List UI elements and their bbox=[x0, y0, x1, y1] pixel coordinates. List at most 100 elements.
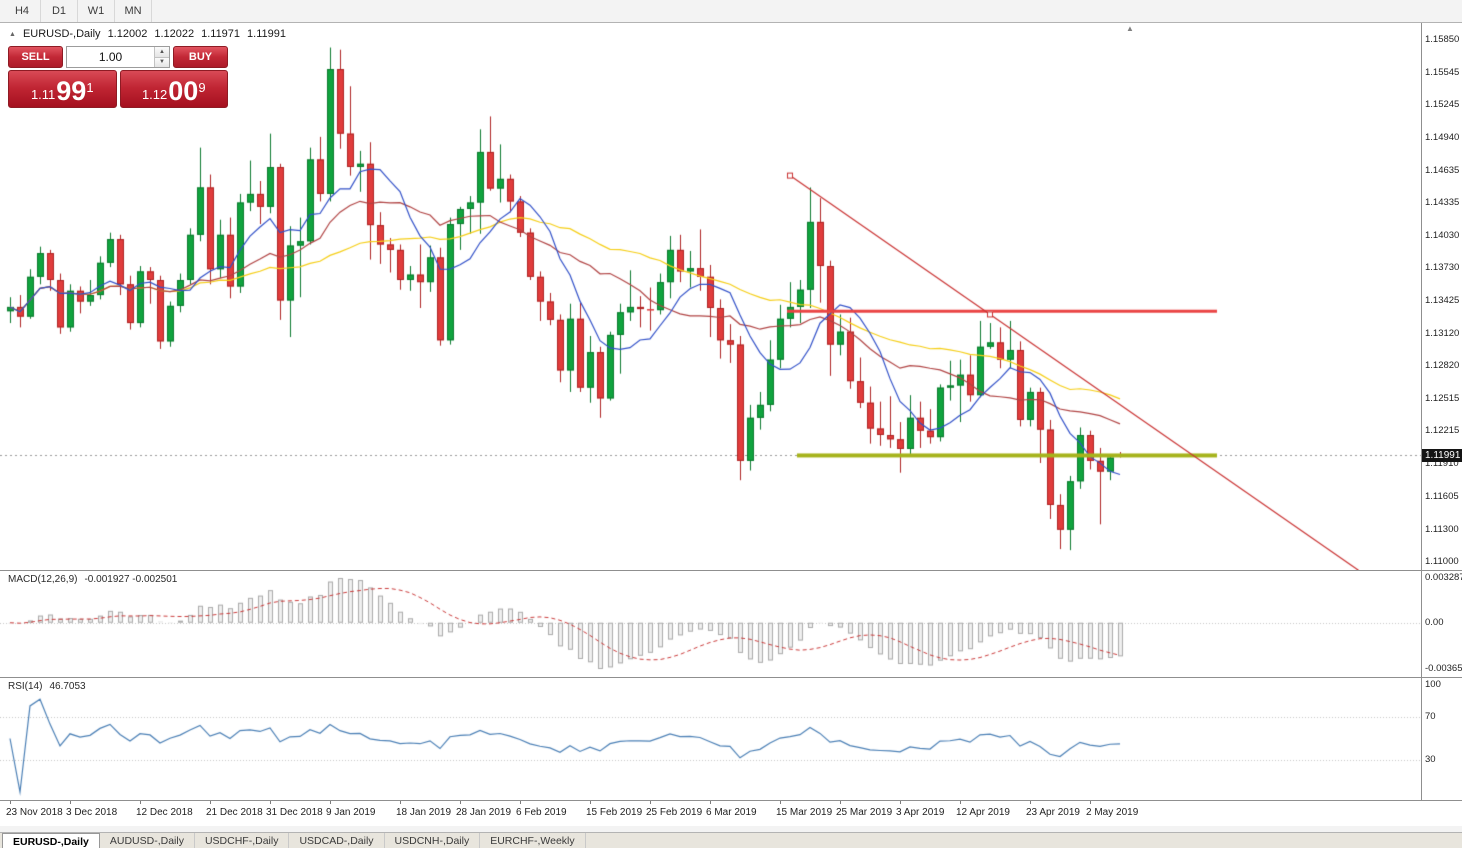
price-scale-label: 1.14335 bbox=[1425, 197, 1460, 209]
current-price-badge: 1.11991 bbox=[1422, 448, 1462, 462]
price-scale-label: 1.11605 bbox=[1425, 490, 1459, 502]
buy-price-box[interactable]: 1.12 00 9 bbox=[119, 70, 228, 108]
macd-name: MACD(12,26,9) bbox=[8, 574, 78, 585]
date-tick-mark bbox=[520, 801, 521, 804]
date-tick-mark bbox=[400, 801, 401, 804]
scroll-to-end-icon: ▲ bbox=[1126, 24, 1134, 33]
macd-scale-min: -0.003659 bbox=[1425, 663, 1462, 674]
ohlc-close-value: 1.11991 bbox=[247, 28, 286, 40]
timeframe-button-h4[interactable]: H4 bbox=[4, 0, 41, 22]
volume-stepper: ▲ ▼ bbox=[154, 47, 169, 67]
timeframe-button-mn[interactable]: MN bbox=[115, 0, 152, 22]
macd-values: -0.001927 -0.002501 bbox=[84, 574, 178, 585]
date-tick-mark bbox=[210, 801, 211, 804]
date-axis[interactable]: 23 Nov 2018 3 Dec 2018 12 Dec 2018 21 Dec 2… bbox=[0, 801, 1462, 826]
date-tick-mark bbox=[330, 801, 331, 804]
date-label: 15 Feb 2019 bbox=[586, 807, 643, 818]
price-scale-label: 1.15545 bbox=[1425, 66, 1460, 78]
date-tick-mark bbox=[900, 801, 901, 804]
symbol-period-label: EURUSD-,Daily bbox=[22, 28, 101, 40]
buy-button[interactable]: BUY bbox=[173, 46, 228, 68]
timeframe-bar: H4 D1 W1 MN bbox=[0, 0, 1462, 23]
chart-macd-divider bbox=[0, 570, 1462, 571]
rsi-scale-70: 70 bbox=[1425, 711, 1436, 723]
macd-rsi-divider bbox=[0, 677, 1462, 678]
timeframe-button-d1[interactable]: D1 bbox=[41, 0, 78, 22]
date-label: 15 Mar 2019 bbox=[776, 807, 833, 818]
volume-down-icon[interactable]: ▼ bbox=[155, 57, 169, 67]
date-tick-mark bbox=[1030, 801, 1031, 804]
chart-tab-usdchf-daily[interactable]: USDCHF-,Daily bbox=[195, 833, 290, 848]
chart-tab-usdcad-daily[interactable]: USDCAD-,Daily bbox=[289, 833, 385, 848]
chart-tab-eurusd-daily[interactable]: EURUSD-,Daily bbox=[2, 833, 100, 848]
ohlc-low-value: 1.11971 bbox=[201, 28, 241, 40]
trade-panel-prices: 1.11 99 1 1.12 00 9 bbox=[8, 70, 228, 108]
horizontal-scroll-strip[interactable] bbox=[0, 826, 1462, 832]
volume-up-icon[interactable]: ▲ bbox=[155, 47, 169, 58]
rsi-dateaxis-divider bbox=[0, 800, 1462, 801]
price-scale-label: 1.13425 bbox=[1425, 295, 1460, 306]
date-label: 31 Dec 2018 bbox=[266, 807, 323, 818]
ohlc-high-value: 1.12022 bbox=[154, 28, 195, 40]
price-scale-label: 1.11910 bbox=[1425, 458, 1459, 470]
date-label: 6 Mar 2019 bbox=[706, 807, 757, 818]
date-tick-mark bbox=[270, 801, 271, 804]
timeframe-button-w1[interactable]: W1 bbox=[78, 0, 115, 22]
date-tick-mark bbox=[590, 801, 591, 804]
macd-indicator-canvas[interactable] bbox=[0, 570, 1421, 677]
chart-tab-audusd-daily[interactable]: AUDUSD-,Daily bbox=[100, 833, 195, 848]
chart-tab-bar: EURUSD-,Daily AUDUSD-,Daily USDCHF-,Daily U… bbox=[0, 832, 1462, 848]
price-scale-label: 1.15245 bbox=[1425, 99, 1460, 111]
date-label: 3 Apr 2019 bbox=[896, 807, 945, 818]
main-chart-canvas[interactable] bbox=[0, 22, 1421, 570]
date-tick-mark bbox=[10, 801, 11, 804]
date-tick-mark bbox=[710, 801, 711, 804]
chart-tab-usdcnh-daily[interactable]: USDCNH-,Daily bbox=[385, 833, 481, 848]
date-tick-mark bbox=[70, 801, 71, 804]
trade-panel-controls: SELL 1.00 ▲ ▼ BUY bbox=[8, 46, 228, 68]
rsi-indicator-canvas[interactable] bbox=[0, 677, 1421, 800]
price-scale[interactable]: 1.11991 0.003287 0.00 -0.003659 100 70 3… bbox=[1421, 22, 1462, 800]
date-tick-mark bbox=[780, 801, 781, 804]
price-scale-label: 1.14940 bbox=[1425, 131, 1460, 143]
date-label: 23 Nov 2018 bbox=[6, 807, 63, 818]
symbol-expand-icon: ▲ bbox=[9, 30, 16, 38]
date-label: 23 Apr 2019 bbox=[1026, 807, 1080, 818]
volume-input[interactable]: 1.00 ▲ ▼ bbox=[66, 46, 170, 68]
date-label: 12 Dec 2018 bbox=[136, 807, 193, 818]
volume-value[interactable]: 1.00 bbox=[98, 50, 123, 64]
date-label: 25 Feb 2019 bbox=[646, 807, 703, 818]
buy-price-head: 1.12 bbox=[141, 87, 168, 102]
macd-label: MACD(12,26,9) -0.001927 -0.002501 bbox=[8, 574, 177, 585]
price-scale-label: 1.15850 bbox=[1425, 34, 1460, 45]
chart-tab-eurchf-weekly[interactable]: EURCHF-,Weekly bbox=[480, 833, 586, 848]
date-label: 6 Feb 2019 bbox=[516, 807, 567, 818]
date-tick-mark bbox=[960, 801, 961, 804]
date-tick-mark bbox=[840, 801, 841, 804]
macd-scale-max: 0.003287 bbox=[1425, 572, 1462, 583]
price-scale-label: 1.11000 bbox=[1425, 556, 1459, 567]
price-scale-label: 1.14635 bbox=[1425, 164, 1460, 176]
price-scale-label: 1.13730 bbox=[1425, 262, 1460, 274]
buy-price-point: 9 bbox=[198, 80, 206, 95]
sell-button[interactable]: SELL bbox=[8, 46, 63, 68]
one-click-trade-panel: SELL 1.00 ▲ ▼ BUY 1.11 99 1 1.12 00 9 bbox=[8, 46, 228, 108]
chart-ohlc-header: ▲ EURUSD-,Daily 1.12002 1.12022 1.11971 … bbox=[9, 28, 286, 40]
date-label: 2 May 2019 bbox=[1086, 807, 1139, 818]
date-label: 18 Jan 2019 bbox=[396, 807, 452, 818]
buy-price-pips: 00 bbox=[168, 76, 199, 106]
sell-price-box[interactable]: 1.11 99 1 bbox=[8, 70, 117, 108]
sell-price-head: 1.11 bbox=[30, 87, 56, 102]
rsi-label: RSI(14) 46.7053 bbox=[8, 681, 86, 692]
date-label: 9 Jan 2019 bbox=[326, 807, 376, 818]
date-label: 3 Dec 2018 bbox=[66, 807, 118, 818]
date-label: 21 Dec 2018 bbox=[206, 807, 263, 818]
price-scale-label: 1.13120 bbox=[1425, 327, 1460, 339]
sell-price-point: 1 bbox=[86, 80, 94, 95]
price-scale-label: 1.14030 bbox=[1425, 229, 1460, 241]
rsi-scale-100: 100 bbox=[1425, 679, 1441, 690]
ohlc-open-value: 1.12002 bbox=[107, 28, 148, 40]
macd-scale-zero: 0.00 bbox=[1425, 616, 1444, 628]
date-tick-mark bbox=[1090, 801, 1091, 804]
price-scale-label: 1.12515 bbox=[1425, 392, 1460, 404]
